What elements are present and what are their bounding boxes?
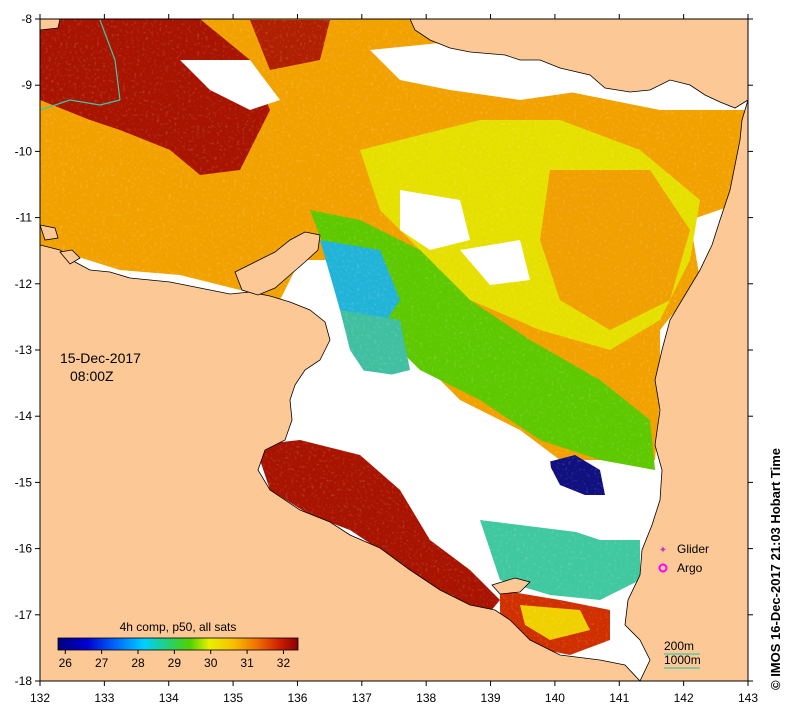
isobath-line	[40, 99, 121, 111]
platform-legend: ✦ Glider Argo	[658, 542, 709, 575]
x-tick-label: 135	[223, 691, 243, 705]
argo-marker-icon	[658, 563, 668, 573]
y-tick-label: -18	[15, 674, 33, 688]
x-tick-label: 141	[609, 691, 629, 705]
x-tick-label: 140	[545, 691, 565, 705]
y-tick-label: -11	[16, 211, 33, 225]
x-tick-label: 137	[352, 691, 372, 705]
colorbar-title: 4h comp, p50, all sats	[120, 620, 237, 634]
colorbar-tick-label: 27	[95, 656, 109, 670]
depth-1000m-label: 1000m	[664, 653, 701, 667]
argo-label: Argo	[677, 561, 703, 575]
x-tick-label: 139	[481, 691, 501, 705]
date-label: 15-Dec-2017	[60, 350, 141, 366]
land-north-arnhem	[409, 19, 748, 109]
colorbar-tick-label: 29	[168, 656, 182, 670]
land-mornington-island	[491, 577, 531, 595]
time-label: 08:00Z	[70, 368, 114, 384]
x-axis: 132 133 134 135 136 137 138 139 140 141 142 143	[30, 14, 758, 705]
x-tick-label: 143	[738, 691, 758, 705]
x-tick-label: 136	[287, 691, 307, 705]
x-tick-label: 132	[30, 691, 50, 705]
y-tick-label: -16	[15, 542, 33, 556]
y-tick-label: -15	[15, 475, 33, 489]
y-tick-label: -8	[21, 12, 32, 26]
glider-label: Glider	[677, 542, 709, 556]
land-cape-york	[624, 99, 748, 681]
colorbar-tick-label: 31	[240, 656, 254, 670]
colorbar-tick-label: 28	[131, 656, 145, 670]
depth-legend: 200m 1000m	[664, 639, 701, 669]
y-tick-label: -14	[15, 409, 33, 423]
y-tick-label: -12	[15, 277, 33, 291]
land-groote-eylandt	[234, 231, 321, 296]
y-tick-label: -17	[15, 608, 33, 622]
x-tick-label: 138	[416, 691, 436, 705]
credit-label: © IMOS 16-Dec-2017 21:03 Hobart Time	[768, 448, 783, 690]
colorbar-gradient	[57, 637, 299, 651]
colorbar-tick-label: 30	[204, 656, 218, 670]
x-tick-label: 134	[159, 691, 179, 705]
y-tick-label: -9	[21, 78, 32, 92]
plot-area	[40, 19, 748, 681]
x-tick-label: 142	[674, 691, 694, 705]
land-masses	[40, 19, 748, 681]
x-tick-label: 133	[94, 691, 114, 705]
y-axis: -8 -9 -10 -11 -12 -13 -14 -15 -16 -17 -18	[15, 12, 753, 688]
colorbar-ticks: 26 27 28 29 30 31 32	[59, 650, 291, 670]
colorbar-tick-label: 26	[59, 656, 73, 670]
glider-marker-icon: ✦	[659, 545, 667, 556]
land-nt-mainland	[40, 244, 641, 681]
y-tick-label: -10	[15, 144, 33, 158]
colorbar-tick-label: 32	[277, 656, 291, 670]
y-tick-label: -13	[15, 343, 33, 357]
colorbar: 4h comp, p50, all sats 26 27 28 29 30 31 32	[57, 620, 299, 670]
depth-200m-label: 200m	[664, 639, 694, 653]
